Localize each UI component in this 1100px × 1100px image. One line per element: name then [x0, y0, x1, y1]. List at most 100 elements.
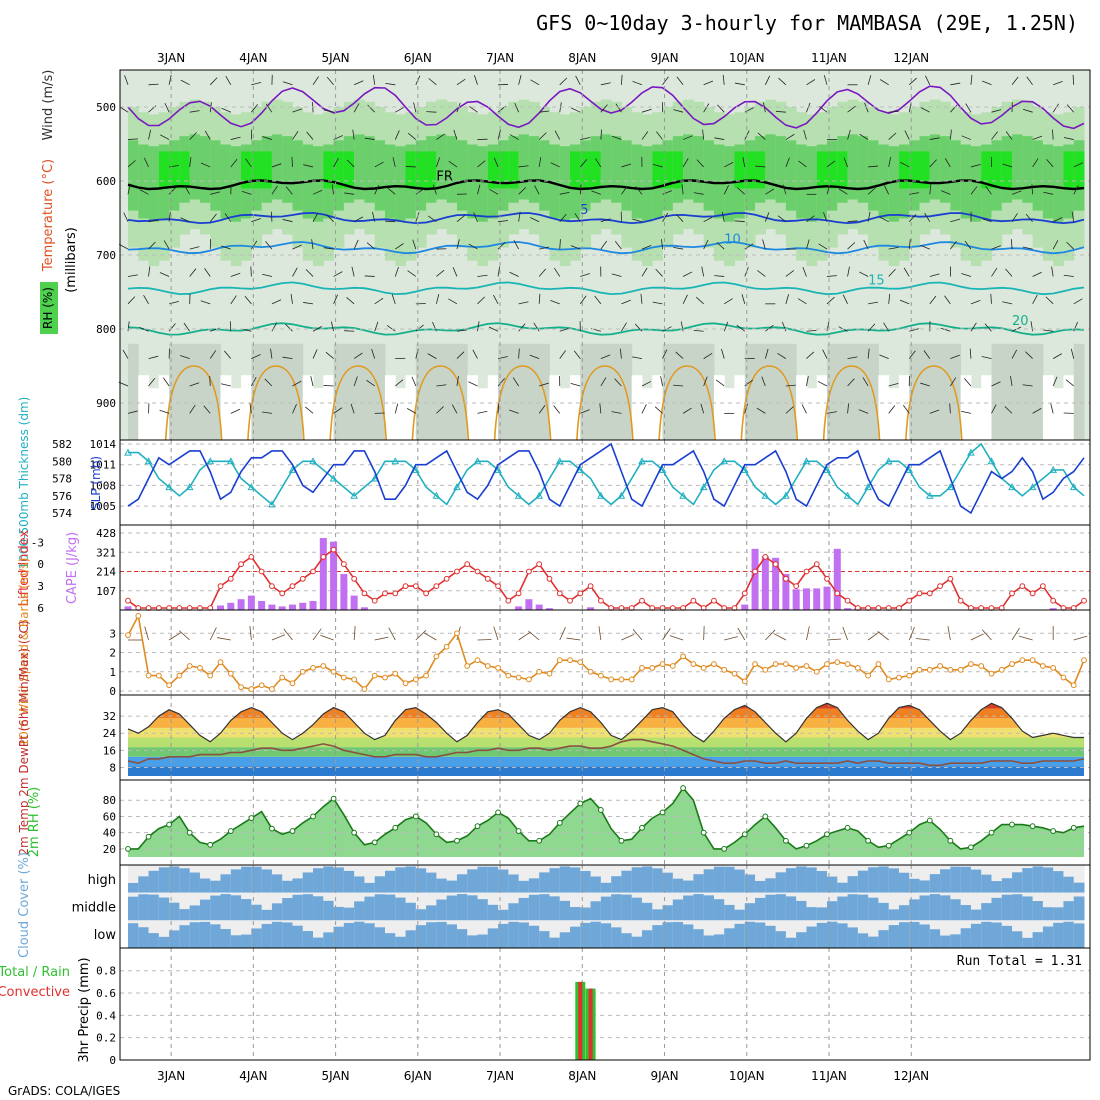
cloud-cell	[426, 922, 437, 948]
wind-barb	[262, 273, 273, 277]
wind-barb	[333, 135, 343, 140]
cloud-cell	[878, 930, 890, 948]
wind-barb	[574, 213, 581, 222]
wind-barb	[333, 407, 343, 414]
rh2m-marker	[721, 845, 728, 852]
wind-barb-10m	[518, 631, 531, 641]
wind-barb	[189, 246, 200, 250]
wind-barb	[1073, 162, 1083, 168]
lifted-index-marker	[443, 575, 450, 582]
cloud-cell	[590, 876, 602, 893]
wind-barb	[346, 159, 355, 168]
cloud-cell	[929, 874, 941, 893]
rh2m-marker	[968, 844, 974, 851]
cloud-cell	[426, 872, 437, 893]
wind-barb	[209, 77, 218, 86]
rh-band	[518, 134, 530, 200]
wind-barb	[282, 81, 293, 86]
cloud-cell	[498, 909, 509, 921]
wind-barb	[265, 241, 273, 250]
wind-barb	[127, 274, 138, 277]
cloud-cell-bg	[498, 892, 509, 921]
wind-barb	[118, 244, 129, 250]
wind-barb	[717, 104, 725, 113]
dewpoint-line	[127, 738, 1085, 767]
lifted-index-marker	[1019, 583, 1026, 589]
wind-barb	[432, 184, 437, 195]
lifted-index-marker	[546, 575, 553, 582]
wind-barb	[270, 211, 273, 222]
rh2m-area	[128, 788, 1084, 857]
cloud-cell	[816, 907, 828, 921]
wind-barb	[1073, 185, 1079, 195]
wind-barb	[203, 405, 211, 414]
wind10-marker	[690, 661, 697, 667]
wind-barb	[862, 377, 869, 387]
temp-ytick: 8	[109, 761, 116, 774]
wind-barb	[1065, 379, 1074, 387]
wind-barb	[641, 244, 652, 250]
rh-band	[436, 134, 448, 200]
cloud-cell	[734, 923, 746, 948]
wind-barb	[453, 129, 458, 140]
isotherm-label: 15	[868, 273, 885, 288]
cape-bar	[792, 589, 800, 610]
wind-barb	[311, 239, 314, 250]
cloud-cell	[1001, 894, 1013, 921]
wind-barb	[1022, 108, 1033, 113]
cloud-cell	[456, 894, 468, 921]
wind-barb	[888, 405, 896, 414]
cloud-cell	[878, 902, 890, 921]
wind-barb	[611, 411, 622, 414]
cloud-cell	[518, 922, 530, 948]
wind-barb	[292, 404, 297, 414]
temp-line	[127, 702, 1084, 743]
thickness-marker	[782, 491, 790, 499]
cloud-cell	[785, 868, 797, 893]
cloud-cell-bg	[600, 865, 612, 893]
cloud-cell	[909, 921, 921, 948]
upper-top-xtick: 9JAN	[650, 51, 678, 65]
rh-band	[415, 343, 427, 440]
slp-line	[127, 442, 1085, 515]
wind10-marker	[474, 657, 481, 664]
wind-barb	[838, 188, 848, 195]
cloud-cell	[323, 900, 335, 921]
wind-barb	[285, 323, 293, 332]
wind10-marker	[628, 676, 635, 683]
wind-barb	[734, 82, 745, 86]
wind-barb	[1032, 271, 1042, 277]
wind-barb	[888, 157, 891, 168]
cloud-cell	[498, 869, 509, 893]
wind-barb	[374, 321, 379, 332]
wind-barb	[823, 75, 828, 85]
wind-barb	[331, 184, 334, 195]
cloud-cell	[189, 905, 201, 921]
lifted-index-marker	[433, 583, 440, 589]
rh-band	[827, 151, 838, 189]
wind-barb	[991, 267, 998, 277]
lifted-index-line	[127, 548, 1085, 609]
cloud-cell	[128, 882, 139, 893]
lifted-index-marker	[690, 597, 697, 604]
wind-barb	[509, 409, 519, 414]
rh-band	[693, 343, 705, 440]
wind-barb	[723, 321, 729, 332]
thickness-marker	[473, 457, 482, 465]
wind-barb	[940, 327, 951, 332]
wind-barb	[366, 242, 375, 250]
cloud-cell	[991, 881, 1003, 893]
cloud-cell	[1032, 901, 1044, 921]
cloud-cell	[713, 866, 725, 893]
wind-barb	[456, 376, 459, 387]
wind-barb	[333, 271, 343, 277]
wind-barb	[991, 381, 1001, 387]
rh-band	[241, 375, 252, 440]
cloud-row-label-low: low	[94, 928, 117, 943]
wind10-marker	[865, 672, 872, 679]
wind-barb	[330, 321, 334, 332]
wind-barb	[271, 185, 278, 195]
cloud-cell	[940, 935, 951, 948]
lifted-index-marker	[587, 583, 594, 589]
